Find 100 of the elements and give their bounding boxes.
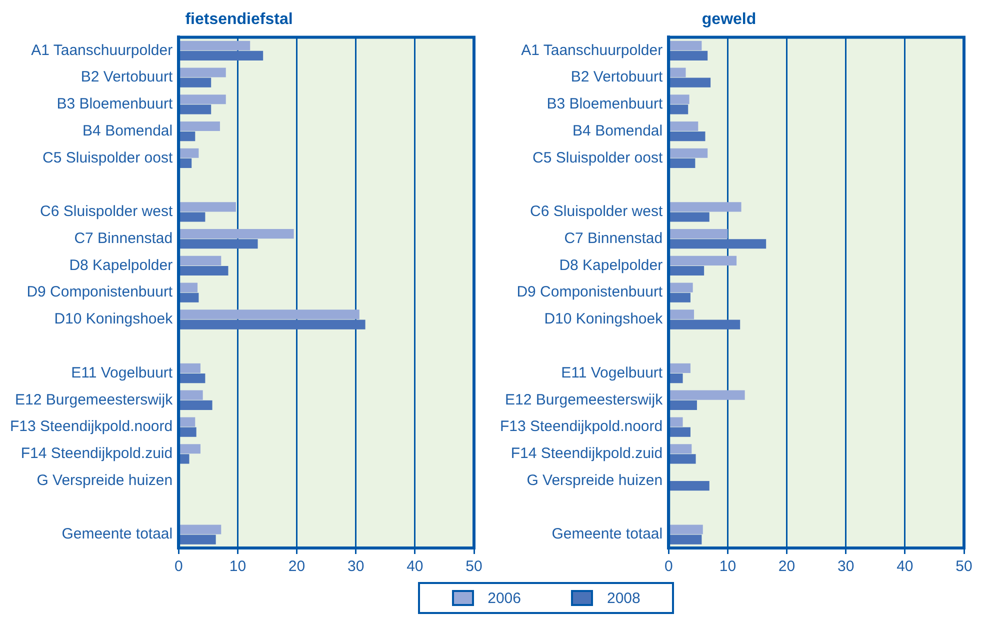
x-tick-label: 30 — [348, 558, 364, 576]
bar — [669, 320, 740, 330]
y-tick-label: G Verspreide huizen — [526, 472, 663, 489]
bar — [179, 104, 212, 114]
bar — [179, 282, 198, 292]
x-tick-label: 20 — [288, 558, 306, 576]
x-tick-label: 40 — [896, 558, 914, 576]
bar — [179, 239, 258, 249]
x-tick-label: 0 — [664, 558, 673, 576]
bar — [179, 363, 200, 373]
y-tick-label: D9 Componistenbuurt — [26, 284, 174, 301]
bar — [179, 320, 366, 330]
y-tick-label: E11 Vogelbuurt — [71, 364, 174, 382]
bar — [669, 68, 686, 78]
y-tick-label: A1 Taanschuurpolder — [31, 42, 173, 59]
y-tick-label: B3 Bloemenbuurt — [546, 96, 664, 113]
bar — [179, 292, 199, 302]
x-tick-label: 30 — [838, 558, 854, 576]
y-tick-label: B3 Bloemenbuurt — [56, 96, 174, 113]
bar — [669, 534, 702, 544]
y-tick-label: B4 Bomendal — [572, 122, 663, 140]
bar — [669, 427, 690, 437]
y-tick-label: G Verspreide huizen — [36, 472, 173, 489]
x-tick-label: 20 — [778, 558, 796, 576]
x-tick-label: 10 — [229, 558, 246, 576]
bar — [669, 454, 696, 464]
bar — [669, 202, 742, 212]
bar — [179, 40, 250, 50]
y-tick-label: D8 Kapelpolder — [559, 256, 663, 274]
bar — [179, 266, 228, 276]
chart-title: fietsendiefstal — [185, 11, 293, 28]
y-tick-label: D9 Componistenbuurt — [516, 284, 664, 301]
bar — [179, 374, 206, 384]
bar — [669, 158, 696, 168]
y-tick-label: E11 Vogelbuurt — [561, 364, 664, 382]
bar — [669, 94, 690, 104]
y-tick-label: C7 Binnenstad — [74, 230, 173, 247]
y-tick-label: Gemeente totaal — [62, 526, 173, 543]
y-tick-label: A1 Taanschuurpolder — [521, 42, 663, 59]
bar — [669, 239, 766, 249]
x-tick-label: 50 — [956, 558, 972, 576]
bar — [669, 481, 710, 491]
bar — [669, 132, 706, 142]
bar — [669, 256, 737, 266]
y-tick-label: F13 Steendijkpold.noord — [500, 418, 663, 436]
bar — [179, 400, 212, 410]
bar — [179, 534, 216, 544]
y-tick-label: C6 Sluispolder west — [40, 203, 174, 220]
y-tick-label: F13 Steendijkpold.noord — [10, 418, 173, 436]
y-tick-label: F14 Steendijkpold.zuid — [20, 445, 173, 462]
bar — [669, 104, 688, 114]
chart-title: geweld — [702, 11, 756, 28]
bar — [669, 292, 690, 302]
y-tick-label: D10 Koningshoek — [54, 310, 174, 328]
y-tick-label: C5 Sluispolder oost — [42, 149, 174, 166]
bar — [179, 158, 192, 168]
bar — [179, 310, 360, 320]
legend-label: 2006 — [488, 590, 521, 606]
bar — [179, 390, 203, 400]
bar — [179, 417, 196, 427]
bar — [179, 256, 222, 266]
y-tick-label: E12 Burgemeesterswijk — [15, 391, 174, 408]
bar — [669, 212, 710, 222]
bar — [669, 400, 697, 410]
bar — [179, 148, 199, 158]
y-tick-label: Gemeente totaal — [552, 526, 663, 543]
bar — [179, 229, 294, 239]
bar — [669, 266, 704, 276]
bar — [179, 444, 200, 454]
y-tick-label: D10 Koningshoek — [544, 310, 664, 328]
x-tick-label: 0 — [174, 558, 183, 576]
y-tick-label: F14 Steendijkpold.zuid — [510, 445, 663, 462]
y-tick-label: C6 Sluispolder west — [530, 203, 664, 220]
x-tick-label: 10 — [719, 558, 736, 576]
bar — [179, 132, 196, 142]
y-tick-label: E12 Burgemeesterswijk — [505, 391, 664, 408]
bar — [179, 427, 196, 437]
bar — [179, 50, 264, 60]
bar — [669, 40, 702, 50]
bar — [179, 202, 236, 212]
bar — [179, 94, 226, 104]
y-tick-label: B4 Bomendal — [82, 122, 173, 140]
bar — [669, 363, 690, 373]
y-tick-label: C7 Binnenstad — [564, 230, 663, 247]
bar — [669, 229, 728, 239]
bar — [669, 444, 692, 454]
bar — [669, 390, 745, 400]
y-tick-label: B2 Vertobuurt — [80, 68, 174, 86]
bar — [669, 310, 694, 320]
x-tick-label: 50 — [466, 558, 482, 576]
bar — [179, 454, 190, 464]
bar — [669, 121, 698, 132]
bar — [669, 148, 708, 158]
bar — [179, 68, 226, 78]
y-tick-label: D8 Kapelpolder — [69, 256, 173, 274]
bar — [179, 78, 212, 88]
bar — [669, 282, 693, 292]
bar — [669, 374, 683, 384]
bar — [669, 78, 711, 88]
y-tick-label: C5 Sluispolder oost — [532, 149, 664, 166]
